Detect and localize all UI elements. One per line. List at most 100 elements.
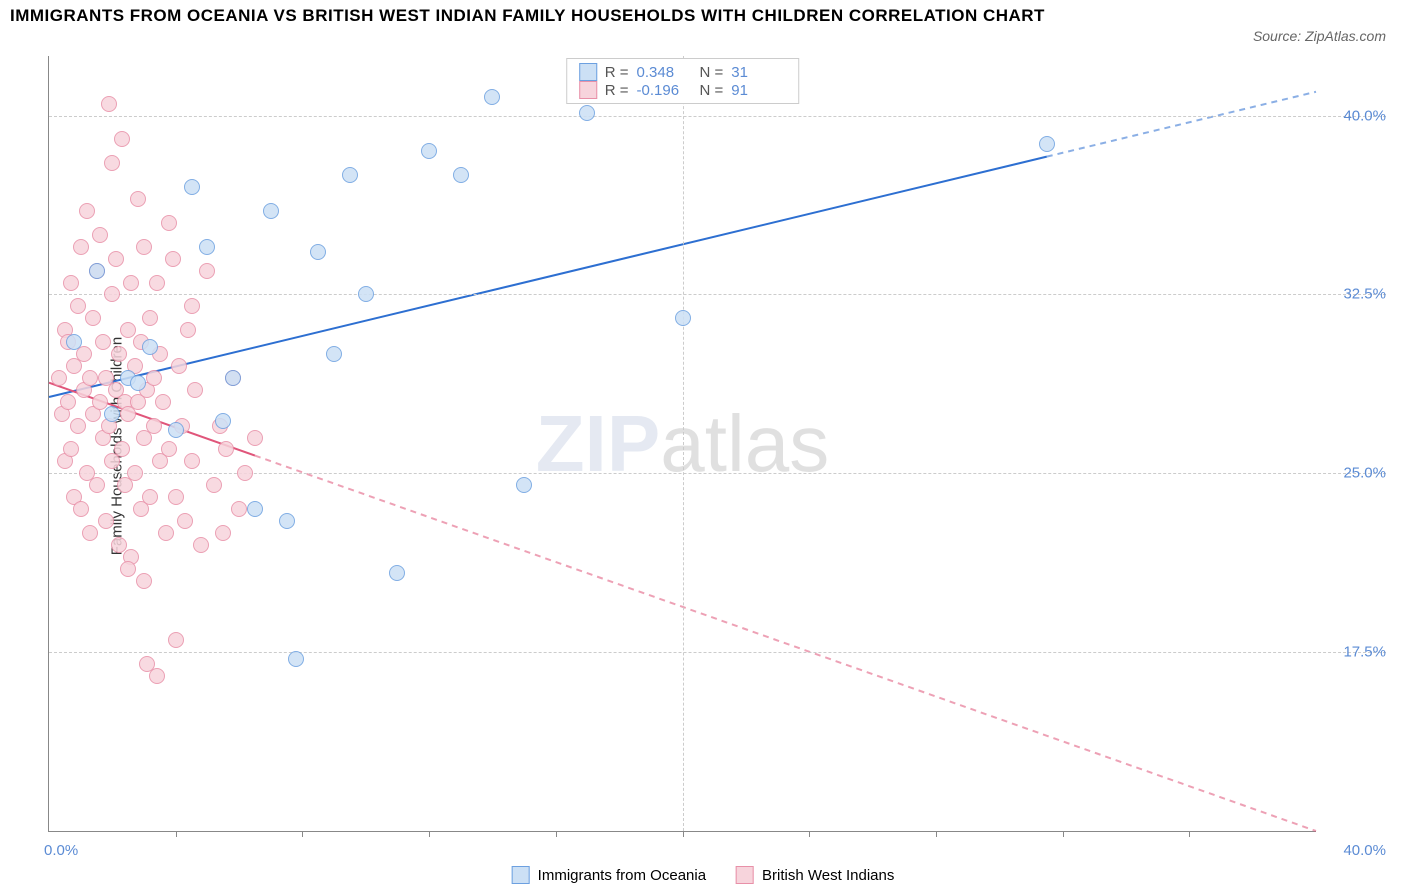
legend-stats-row: R = 0.348 N = 31 (579, 63, 787, 81)
data-point (149, 275, 165, 291)
data-point (215, 413, 231, 429)
data-point (60, 394, 76, 410)
data-point (130, 375, 146, 391)
legend-series: Immigrants from Oceania British West Ind… (512, 866, 895, 884)
x-tick-mark (1063, 831, 1064, 837)
data-point (101, 96, 117, 112)
data-point (206, 477, 222, 493)
data-point (92, 227, 108, 243)
data-point (142, 339, 158, 355)
data-point (247, 430, 263, 446)
data-point (199, 263, 215, 279)
legend-label: Immigrants from Oceania (538, 867, 706, 884)
data-point (358, 286, 374, 302)
data-point (82, 525, 98, 541)
legend-swatch-blue (579, 63, 597, 81)
data-point (516, 477, 532, 493)
plot-area: ZIPatlas R = 0.348 N = 31 R = -0.196 N =… (48, 56, 1316, 832)
n-label: N = (700, 64, 724, 81)
data-point (149, 668, 165, 684)
source-label: Source: ZipAtlas.com (1253, 28, 1386, 44)
data-point (79, 203, 95, 219)
data-point (453, 167, 469, 183)
data-point (237, 465, 253, 481)
data-point (326, 346, 342, 362)
data-point (92, 394, 108, 410)
data-point (95, 334, 111, 350)
data-point (171, 358, 187, 374)
data-point (675, 310, 691, 326)
gridline-h (49, 294, 1386, 295)
data-point (51, 370, 67, 386)
n-value-2: 91 (731, 82, 786, 99)
data-point (104, 406, 120, 422)
data-point (82, 370, 98, 386)
data-point (63, 441, 79, 457)
data-point (127, 465, 143, 481)
r-label: R = (605, 64, 629, 81)
legend-stats-row: R = -0.196 N = 91 (579, 81, 787, 99)
data-point (111, 346, 127, 362)
data-point (579, 105, 595, 121)
data-point (73, 501, 89, 517)
data-point (70, 298, 86, 314)
data-point (136, 573, 152, 589)
data-point (63, 275, 79, 291)
data-point (225, 370, 241, 386)
y-tick-label: 25.0% (1343, 465, 1386, 482)
chart-container: { "title": "IMMIGRANTS FROM OCEANIA VS B… (0, 0, 1406, 892)
data-point (73, 239, 89, 255)
data-point (342, 167, 358, 183)
r-value-1: 0.348 (637, 64, 692, 81)
data-point (218, 441, 234, 457)
data-point (247, 501, 263, 517)
data-point (89, 263, 105, 279)
data-point (136, 239, 152, 255)
data-point (165, 251, 181, 267)
n-label: N = (700, 82, 724, 99)
data-point (66, 334, 82, 350)
data-point (104, 155, 120, 171)
legend-swatch-blue (512, 866, 530, 884)
data-point (177, 513, 193, 529)
x-tick-mark (556, 831, 557, 837)
legend-swatch-pink (736, 866, 754, 884)
x-tick-mark (936, 831, 937, 837)
data-point (184, 298, 200, 314)
data-point (130, 191, 146, 207)
chart-title: IMMIGRANTS FROM OCEANIA VS BRITISH WEST … (10, 6, 1045, 26)
data-point (70, 418, 86, 434)
data-point (114, 441, 130, 457)
data-point (180, 322, 196, 338)
data-point (215, 525, 231, 541)
data-point (161, 215, 177, 231)
gridline-h (49, 116, 1386, 117)
data-point (158, 525, 174, 541)
x-tick-label: 40.0% (1343, 842, 1386, 859)
data-point (161, 441, 177, 457)
x-tick-mark (809, 831, 810, 837)
legend-item: British West Indians (736, 866, 894, 884)
data-point (114, 131, 130, 147)
data-point (168, 632, 184, 648)
y-tick-label: 32.5% (1343, 286, 1386, 303)
data-point (168, 422, 184, 438)
data-point (184, 179, 200, 195)
data-point (184, 453, 200, 469)
data-point (146, 418, 162, 434)
data-point (98, 513, 114, 529)
data-point (142, 489, 158, 505)
data-point (108, 251, 124, 267)
data-point (155, 394, 171, 410)
data-point (288, 651, 304, 667)
data-point (279, 513, 295, 529)
r-value-2: -0.196 (637, 82, 692, 99)
n-value-1: 31 (731, 64, 786, 81)
legend-swatch-pink (579, 81, 597, 99)
data-point (120, 322, 136, 338)
legend-stats: R = 0.348 N = 31 R = -0.196 N = 91 (566, 58, 800, 104)
y-tick-label: 40.0% (1343, 107, 1386, 124)
legend-item: Immigrants from Oceania (512, 866, 706, 884)
data-point (120, 561, 136, 577)
data-point (389, 565, 405, 581)
